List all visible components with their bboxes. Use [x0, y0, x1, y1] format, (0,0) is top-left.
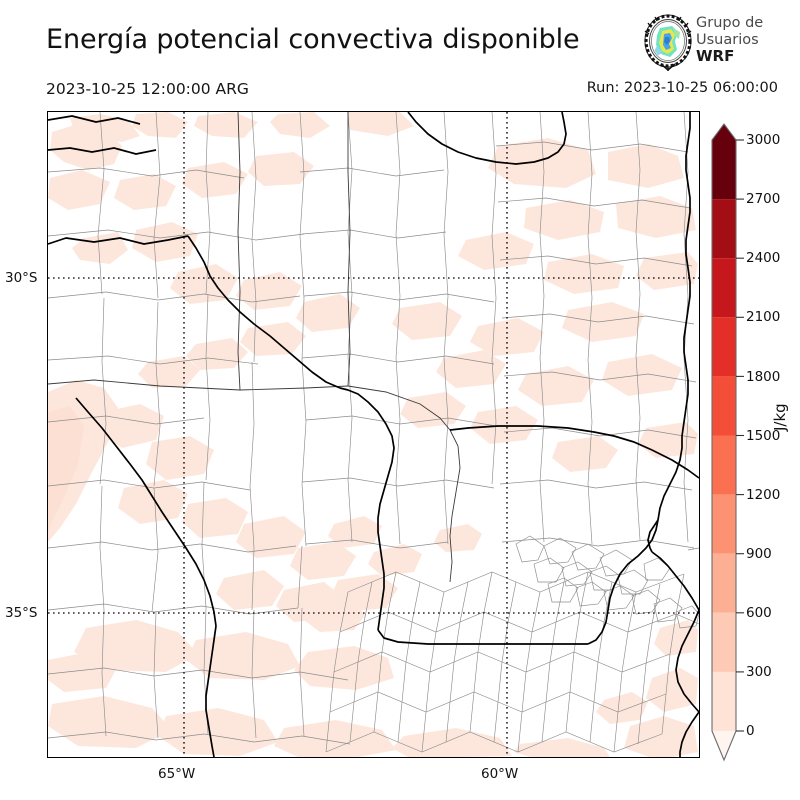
cbar-tick-2400: 2400 [746, 250, 781, 266]
cbar-tick-2100: 2100 [746, 309, 781, 325]
country-borders [48, 112, 699, 757]
cbar-tick-1500: 1500 [746, 428, 781, 444]
logo-line-1: Grupo de [696, 15, 764, 31]
province-boundaries [48, 112, 461, 583]
department-boundaries [48, 112, 699, 753]
cbar-tick-2700: 2700 [746, 191, 781, 207]
colorbar-svg [711, 123, 744, 762]
colorbar-unit-label: J/kg [771, 403, 789, 431]
cbar-tick-900: 900 [746, 546, 772, 562]
model-run-label: Run: 2023-10-25 06:00:00 [586, 80, 778, 96]
cape-shaded-field [48, 112, 698, 757]
xtick-label-65W: 65°W [158, 766, 196, 782]
logo-line-3: WRF [696, 47, 735, 65]
cbar-tick-0: 0 [746, 723, 755, 739]
valid-time-label: 2023-10-25 12:00:00 ARG [46, 80, 249, 98]
logo-line-2: Usuarios [696, 31, 759, 48]
colorbar-bands [712, 140, 736, 731]
cbar-tick-1200: 1200 [746, 487, 781, 503]
wrf-user-group-logo: Grupo de Usuarios WRF [642, 14, 794, 74]
cbar-tick-1800: 1800 [746, 369, 781, 385]
ytick-label-35S: 35°S [5, 605, 38, 621]
cape-map-canvas [48, 112, 699, 757]
xtick-label-60W: 60°W [481, 766, 519, 782]
colorbar-ticks [736, 139, 744, 732]
page-title: Energía potencial convectiva disponible [46, 24, 580, 55]
logo-text-block: Grupo de Usuarios WRF [696, 15, 794, 65]
cbar-tick-300: 300 [746, 664, 772, 680]
wrf-globe-emblem-icon [642, 14, 694, 72]
ytick-label-30S: 30°S [5, 270, 38, 286]
graticule-lines [48, 112, 699, 757]
header: Energía potencial convectiva disponible [0, 0, 800, 110]
map-plot-area [47, 111, 700, 758]
cbar-tick-3000: 3000 [746, 132, 781, 148]
colorbar[interactable] [711, 120, 744, 762]
cbar-tick-600: 600 [746, 605, 772, 621]
